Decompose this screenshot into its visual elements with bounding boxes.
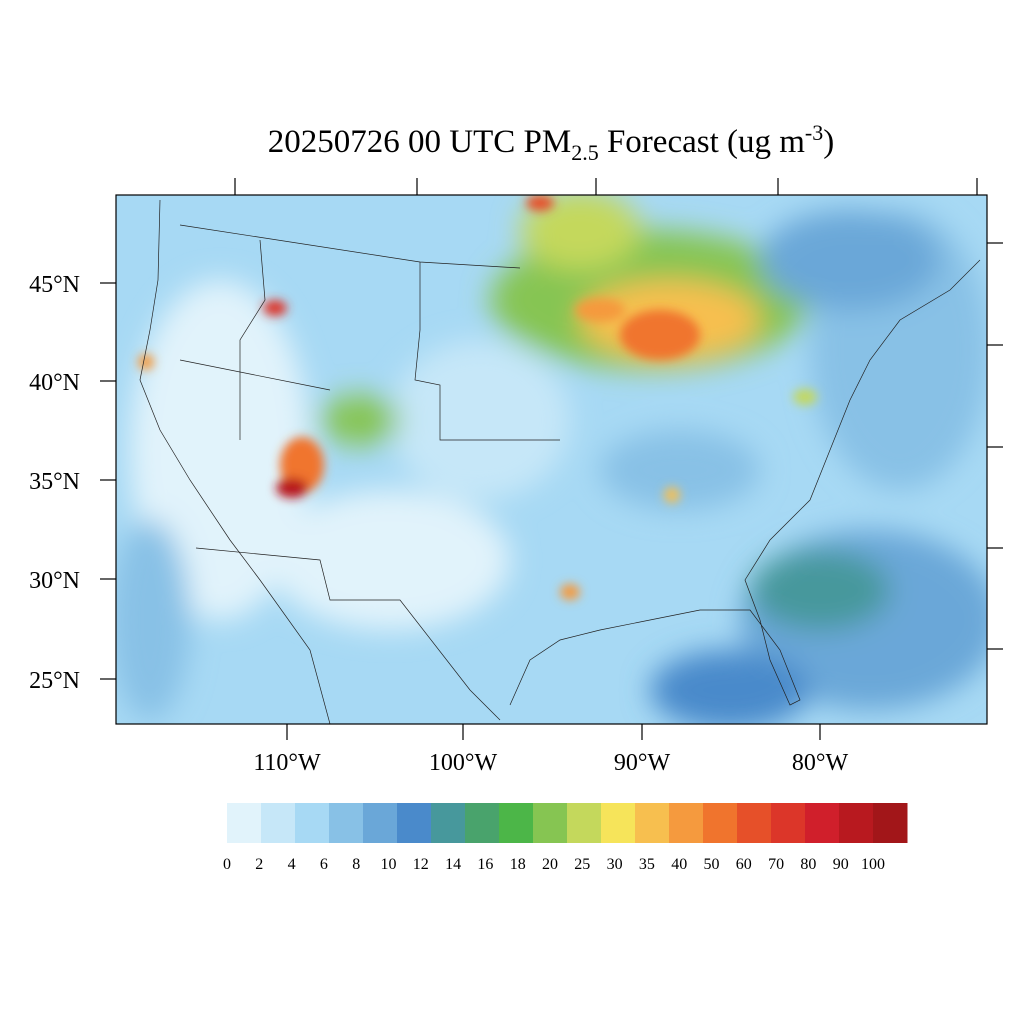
colorbar-label: 30 bbox=[607, 856, 623, 873]
frame-ticks bbox=[100, 178, 1003, 740]
latitude-label: 35°N bbox=[29, 469, 80, 495]
colorbar-label: 90 bbox=[833, 856, 849, 873]
colorbar-box bbox=[465, 803, 500, 843]
title-end: ) bbox=[823, 124, 834, 160]
colorbar-label: 70 bbox=[768, 856, 784, 873]
colorbar-label: 25 bbox=[574, 856, 590, 873]
map-field bbox=[116, 195, 987, 724]
colorbar-box bbox=[329, 803, 364, 843]
colorbar-label: 4 bbox=[288, 856, 296, 873]
title: 20250726 00 UTC PM2.5 Forecast (ug m-3) bbox=[268, 120, 834, 165]
colorbar-box bbox=[737, 803, 772, 843]
map-frame bbox=[115, 194, 988, 725]
colorbar-box bbox=[839, 803, 874, 843]
title-superscript: -3 bbox=[805, 120, 823, 145]
colorbar-box bbox=[669, 803, 704, 843]
colorbar-label: 16 bbox=[477, 856, 493, 873]
colorbar-box bbox=[431, 803, 466, 843]
colorbar-label: 2 bbox=[255, 856, 263, 873]
latitude-label: 25°N bbox=[29, 668, 80, 694]
title-middle: Forecast (ug m bbox=[599, 124, 806, 160]
colorbar-box bbox=[295, 803, 330, 843]
colorbar-label: 60 bbox=[736, 856, 752, 873]
colorbar-label: 20 bbox=[542, 856, 558, 873]
colorbar-label: 10 bbox=[381, 856, 397, 873]
colorbar-box bbox=[499, 803, 534, 843]
colorbar-box bbox=[397, 803, 432, 843]
colorbar-box bbox=[601, 803, 636, 843]
colorbar-label: 18 bbox=[510, 856, 526, 873]
colorbar-box bbox=[227, 803, 262, 843]
colorbar-box bbox=[771, 803, 806, 843]
latitude-label: 45°N bbox=[29, 272, 80, 298]
colorbar-box bbox=[567, 803, 602, 843]
colorbar-box bbox=[873, 803, 908, 843]
longitude-label: 80°W bbox=[792, 750, 849, 776]
longitude-label: 90°W bbox=[614, 750, 671, 776]
colorbar-label: 35 bbox=[639, 856, 655, 873]
colorbar-label: 8 bbox=[352, 856, 360, 873]
title-subscript: 2.5 bbox=[571, 140, 599, 165]
longitude-label: 110°W bbox=[253, 750, 321, 776]
colorbar-box bbox=[261, 803, 296, 843]
colorbar-label: 50 bbox=[704, 856, 720, 873]
colorbar-label: 14 bbox=[445, 856, 461, 873]
colorbar-box bbox=[363, 803, 398, 843]
longitude-label: 100°W bbox=[429, 750, 498, 776]
colorbar-label: 0 bbox=[223, 856, 231, 873]
colorbar-label: 80 bbox=[800, 856, 816, 873]
colorbar-label: 40 bbox=[671, 856, 687, 873]
colorbar-label: 100 bbox=[861, 856, 885, 873]
colorbar-label: 6 bbox=[320, 856, 328, 873]
latitude-label: 30°N bbox=[29, 568, 80, 594]
colorbar-box bbox=[703, 803, 738, 843]
colorbar-box bbox=[805, 803, 840, 843]
colorbar-box bbox=[533, 803, 568, 843]
latitude-label: 40°N bbox=[29, 370, 80, 396]
colorbar-box bbox=[635, 803, 670, 843]
title-main: 20250726 00 UTC PM bbox=[268, 124, 571, 160]
colorbar-label: 12 bbox=[413, 856, 429, 873]
colorbar: 0 2 4 6 8 10 12 14 16 18 20 25 30 35 40 50 60 70 80 90 100 bbox=[223, 803, 908, 873]
